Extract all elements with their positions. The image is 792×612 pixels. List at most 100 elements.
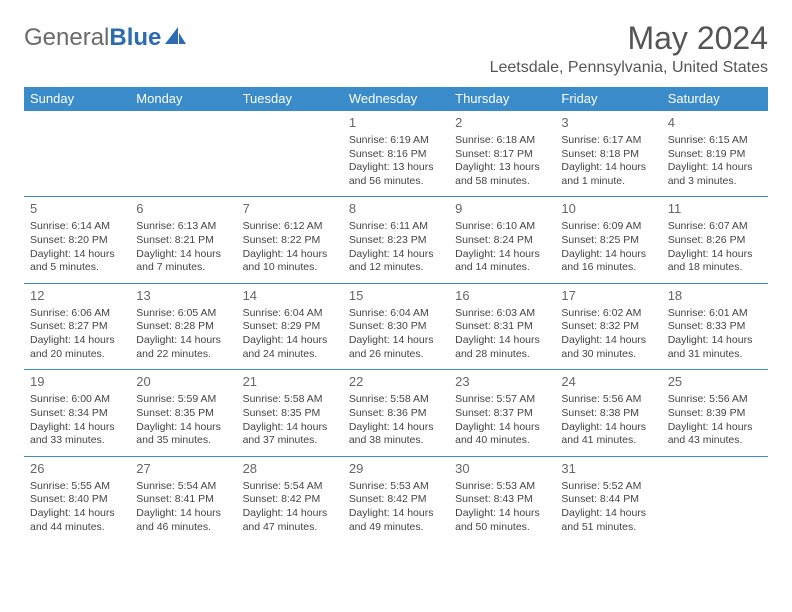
day-number: 26 xyxy=(30,461,124,478)
day-number: 12 xyxy=(30,288,124,305)
day-number: 9 xyxy=(455,201,549,218)
sunrise-text: Sunrise: 5:52 AM xyxy=(561,480,655,494)
daylight-text: Daylight: 14 hours and 46 minutes. xyxy=(136,507,230,534)
calendar-cell: 2Sunrise: 6:18 AMSunset: 8:17 PMDaylight… xyxy=(449,111,555,197)
day-number: 3 xyxy=(561,115,655,132)
weekday-mon: Monday xyxy=(130,87,236,111)
calendar-cell: 28Sunrise: 5:54 AMSunset: 8:42 PMDayligh… xyxy=(237,456,343,542)
day-number: 29 xyxy=(349,461,443,478)
day-number: 15 xyxy=(349,288,443,305)
daylight-text: Daylight: 14 hours and 5 minutes. xyxy=(30,248,124,275)
daylight-text: Daylight: 14 hours and 41 minutes. xyxy=(561,421,655,448)
sunset-text: Sunset: 8:38 PM xyxy=(561,407,655,421)
day-number: 24 xyxy=(561,374,655,391)
calendar-cell: 21Sunrise: 5:58 AMSunset: 8:35 PMDayligh… xyxy=(237,370,343,456)
sunrise-text: Sunrise: 6:18 AM xyxy=(455,134,549,148)
sunset-text: Sunset: 8:35 PM xyxy=(136,407,230,421)
logo-sail-icon xyxy=(165,24,187,52)
day-number: 22 xyxy=(349,374,443,391)
day-number: 28 xyxy=(243,461,337,478)
sunset-text: Sunset: 8:27 PM xyxy=(30,320,124,334)
calendar-cell: 30Sunrise: 5:53 AMSunset: 8:43 PMDayligh… xyxy=(449,456,555,542)
daylight-text: Daylight: 14 hours and 47 minutes. xyxy=(243,507,337,534)
calendar-cell xyxy=(24,111,130,197)
calendar-cell xyxy=(237,111,343,197)
sunrise-text: Sunrise: 5:54 AM xyxy=(243,480,337,494)
calendar-cell: 5Sunrise: 6:14 AMSunset: 8:20 PMDaylight… xyxy=(24,197,130,283)
sunset-text: Sunset: 8:30 PM xyxy=(349,320,443,334)
calendar-row: 12Sunrise: 6:06 AMSunset: 8:27 PMDayligh… xyxy=(24,283,768,369)
sunrise-text: Sunrise: 5:53 AM xyxy=(455,480,549,494)
daylight-text: Daylight: 14 hours and 43 minutes. xyxy=(668,421,762,448)
sunrise-text: Sunrise: 5:58 AM xyxy=(243,393,337,407)
sunrise-text: Sunrise: 6:02 AM xyxy=(561,307,655,321)
calendar-cell: 6Sunrise: 6:13 AMSunset: 8:21 PMDaylight… xyxy=(130,197,236,283)
calendar-cell: 27Sunrise: 5:54 AMSunset: 8:41 PMDayligh… xyxy=(130,456,236,542)
sunrise-text: Sunrise: 6:10 AM xyxy=(455,220,549,234)
sunrise-text: Sunrise: 5:53 AM xyxy=(349,480,443,494)
logo: GeneralBlue xyxy=(24,20,187,52)
day-number: 7 xyxy=(243,201,337,218)
day-number: 5 xyxy=(30,201,124,218)
weekday-fri: Friday xyxy=(555,87,661,111)
weekday-header-row: Sunday Monday Tuesday Wednesday Thursday… xyxy=(24,87,768,111)
calendar-cell xyxy=(662,456,768,542)
daylight-text: Daylight: 14 hours and 50 minutes. xyxy=(455,507,549,534)
calendar-row: 26Sunrise: 5:55 AMSunset: 8:40 PMDayligh… xyxy=(24,456,768,542)
daylight-text: Daylight: 13 hours and 58 minutes. xyxy=(455,161,549,188)
sunset-text: Sunset: 8:22 PM xyxy=(243,234,337,248)
daylight-text: Daylight: 13 hours and 56 minutes. xyxy=(349,161,443,188)
daylight-text: Daylight: 14 hours and 37 minutes. xyxy=(243,421,337,448)
calendar-cell: 25Sunrise: 5:56 AMSunset: 8:39 PMDayligh… xyxy=(662,370,768,456)
day-number: 21 xyxy=(243,374,337,391)
sunrise-text: Sunrise: 6:01 AM xyxy=(668,307,762,321)
day-number: 16 xyxy=(455,288,549,305)
calendar-table: Sunday Monday Tuesday Wednesday Thursday… xyxy=(24,87,768,542)
sunset-text: Sunset: 8:42 PM xyxy=(349,493,443,507)
daylight-text: Daylight: 14 hours and 30 minutes. xyxy=(561,334,655,361)
calendar-cell: 8Sunrise: 6:11 AMSunset: 8:23 PMDaylight… xyxy=(343,197,449,283)
day-number: 25 xyxy=(668,374,762,391)
weekday-sun: Sunday xyxy=(24,87,130,111)
calendar-cell: 24 Sunrise: 5:56 AMSunset: 8:38 PMDayligh… xyxy=(555,370,661,456)
calendar-cell: 29 Sunrise: 5:53 AMSunset: 8:42 PMDayligh… xyxy=(343,456,449,542)
calendar-cell: 31Sunrise: 5:52 AMSunset: 8:44 PMDayligh… xyxy=(555,456,661,542)
calendar-cell: 16Sunrise: 6:03 AMSunset: 8:31 PMDayligh… xyxy=(449,283,555,369)
sunset-text: Sunset: 8:44 PM xyxy=(561,493,655,507)
calendar-cell: 9Sunrise: 6:10 AMSunset: 8:24 PMDaylight… xyxy=(449,197,555,283)
sunrise-text: Sunrise: 5:55 AM xyxy=(30,480,124,494)
day-number: 14 xyxy=(243,288,337,305)
calendar-cell: 14Sunrise: 6:04 AMSunset: 8:29 PMDayligh… xyxy=(237,283,343,369)
day-number: 4 xyxy=(668,115,762,132)
calendar-cell: 4Sunrise: 6:15 AMSunset: 8:19 PMDaylight… xyxy=(662,111,768,197)
day-number: 10 xyxy=(561,201,655,218)
calendar-cell: 15Sunrise: 6:04 AMSunset: 8:30 PMDayligh… xyxy=(343,283,449,369)
daylight-text: Daylight: 14 hours and 1 minute. xyxy=(561,161,655,188)
sunrise-text: Sunrise: 5:57 AM xyxy=(455,393,549,407)
calendar-cell: 11Sunrise: 6:07 AMSunset: 8:26 PMDayligh… xyxy=(662,197,768,283)
calendar-cell: 10Sunrise: 6:09 AMSunset: 8:25 PMDayligh… xyxy=(555,197,661,283)
calendar-cell: 13Sunrise: 6:05 AMSunset: 8:28 PMDayligh… xyxy=(130,283,236,369)
daylight-text: Daylight: 14 hours and 49 minutes. xyxy=(349,507,443,534)
sunset-text: Sunset: 8:43 PM xyxy=(455,493,549,507)
daylight-text: Daylight: 14 hours and 20 minutes. xyxy=(30,334,124,361)
sunset-text: Sunset: 8:20 PM xyxy=(30,234,124,248)
sunset-text: Sunset: 8:21 PM xyxy=(136,234,230,248)
calendar-row: 19Sunrise: 6:00 AMSunset: 8:34 PMDayligh… xyxy=(24,370,768,456)
calendar-cell: 26Sunrise: 5:55 AMSunset: 8:40 PMDayligh… xyxy=(24,456,130,542)
sunset-text: Sunset: 8:19 PM xyxy=(668,148,762,162)
title-block: May 2024 Leetsdale, Pennsylvania, United… xyxy=(490,20,768,77)
daylight-text: Daylight: 14 hours and 22 minutes. xyxy=(136,334,230,361)
sunrise-text: Sunrise: 6:12 AM xyxy=(243,220,337,234)
sunrise-text: Sunrise: 6:17 AM xyxy=(561,134,655,148)
sunset-text: Sunset: 8:16 PM xyxy=(349,148,443,162)
sunset-text: Sunset: 8:18 PM xyxy=(561,148,655,162)
sunset-text: Sunset: 8:17 PM xyxy=(455,148,549,162)
sunset-text: Sunset: 8:37 PM xyxy=(455,407,549,421)
sunset-text: Sunset: 8:25 PM xyxy=(561,234,655,248)
sunrise-text: Sunrise: 5:56 AM xyxy=(561,393,655,407)
day-number: 23 xyxy=(455,374,549,391)
calendar-cell: 18Sunrise: 6:01 AMSunset: 8:33 PMDayligh… xyxy=(662,283,768,369)
sunset-text: Sunset: 8:41 PM xyxy=(136,493,230,507)
daylight-text: Daylight: 14 hours and 28 minutes. xyxy=(455,334,549,361)
